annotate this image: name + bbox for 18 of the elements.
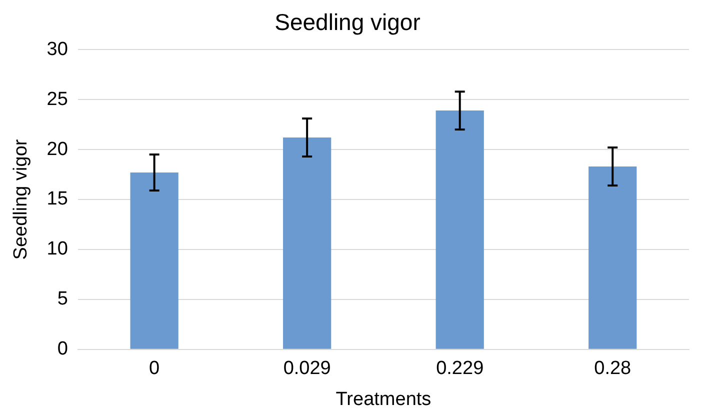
y-tick-label: 10 [46, 238, 68, 260]
bar [436, 110, 484, 349]
x-tick-label: 0 [149, 358, 160, 380]
y-tick-label: 5 [57, 288, 68, 310]
y-tick-label: 30 [46, 38, 68, 60]
y-tick-label: 20 [46, 138, 68, 160]
x-tick-label: 0.229 [436, 358, 484, 380]
chart-title: Seedling vigor [274, 9, 421, 36]
y-tick-label: 0 [57, 338, 68, 360]
x-tick-label: 0.029 [283, 358, 331, 380]
y-axis-title: Seedling vigor [10, 138, 32, 260]
x-axis-title: Treatments [336, 388, 432, 410]
y-tick-label: 15 [46, 188, 68, 210]
bar [130, 172, 178, 349]
y-tick-label: 25 [46, 88, 68, 110]
x-tick-label: 0.28 [594, 358, 632, 380]
bar [283, 138, 332, 349]
bar [588, 166, 637, 349]
